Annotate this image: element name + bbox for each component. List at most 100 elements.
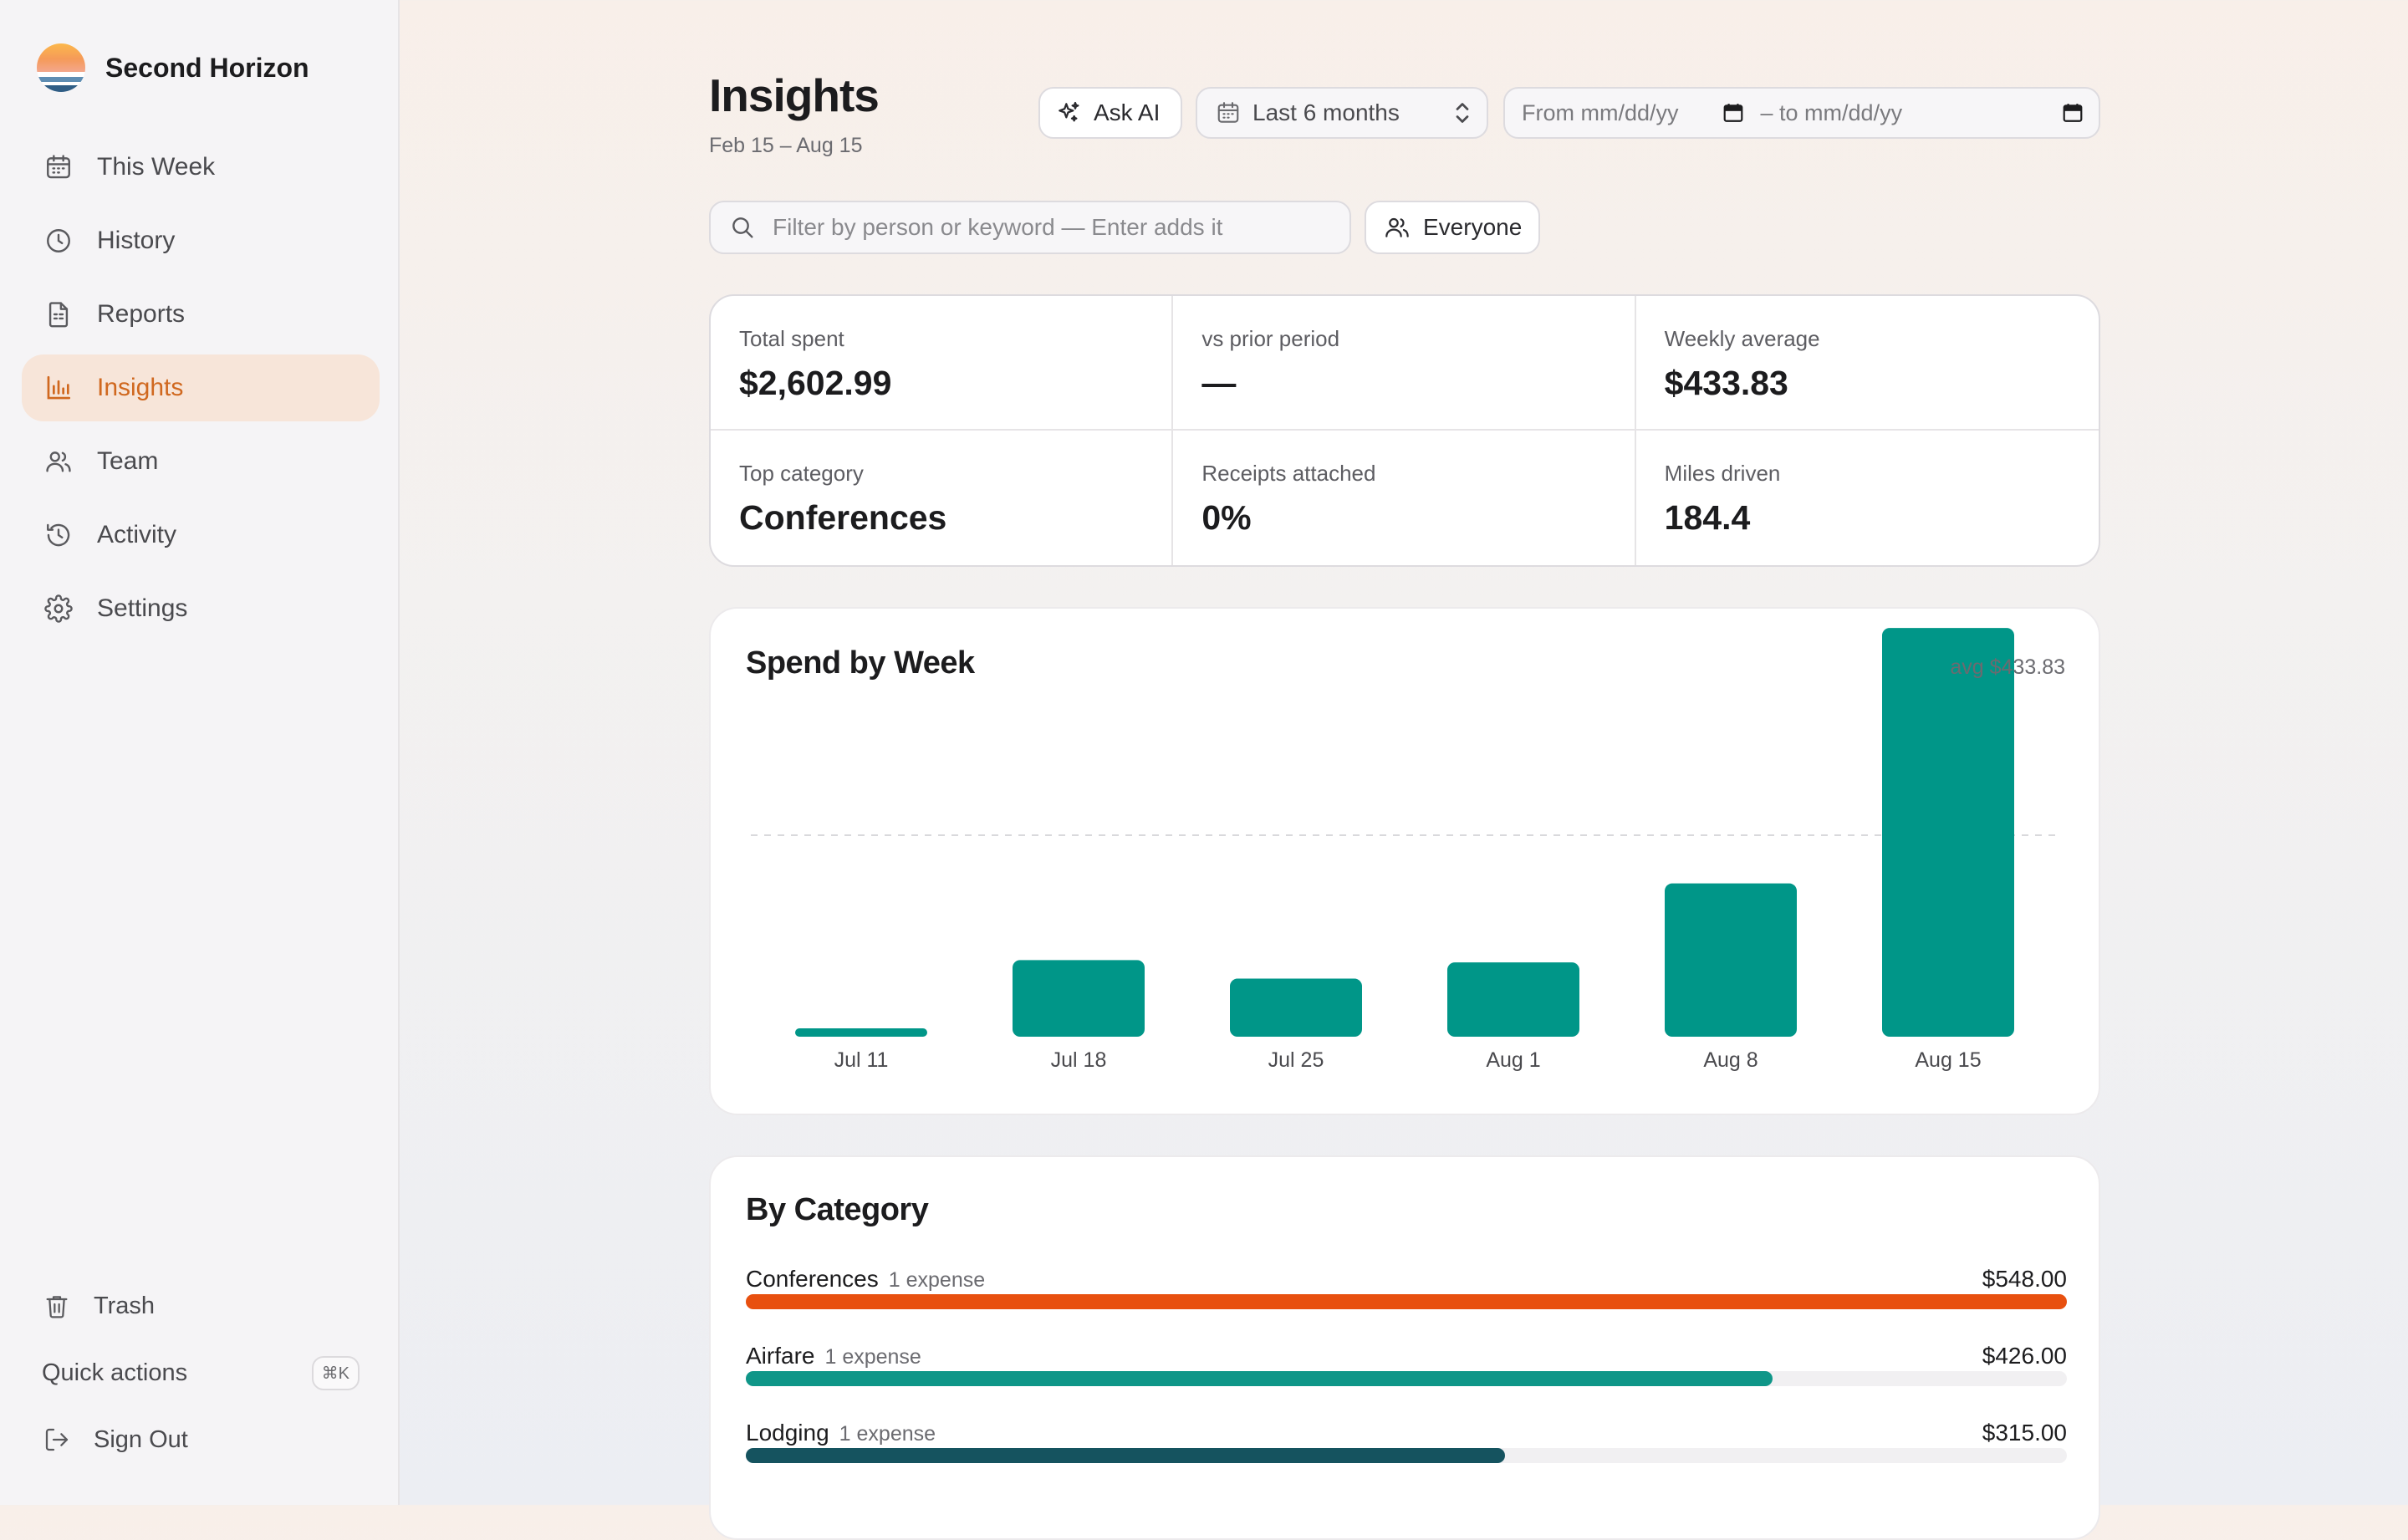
- category-bar-fill: [746, 1294, 2067, 1309]
- app-name: Second Horizon: [105, 52, 309, 83]
- stat-label: vs prior period: [1201, 326, 1340, 351]
- stat-value: $2,602.99: [739, 364, 892, 402]
- sidebar-item-settings[interactable]: Settings: [22, 575, 380, 642]
- category-row: Conferences 1 expense $548.00: [746, 1266, 2067, 1333]
- chart-bar[interactable]: [1230, 978, 1362, 1037]
- chart-bar[interactable]: [1882, 628, 2014, 1037]
- clock-icon: [42, 224, 75, 258]
- x-tick-label: Jul 11: [834, 1048, 889, 1072]
- people-filter-button[interactable]: Everyone: [1365, 201, 1540, 254]
- chart-bar[interactable]: [1013, 960, 1145, 1037]
- shortcut-badge: ⌘K: [311, 1355, 360, 1390]
- sign-out-label: Sign Out: [94, 1425, 188, 1453]
- history-icon: [42, 518, 75, 552]
- stat-value: 0%: [1201, 498, 1252, 537]
- sign-out-icon: [40, 1423, 74, 1456]
- gear-icon: [42, 592, 75, 625]
- sidebar-item-team[interactable]: Team: [22, 428, 380, 495]
- calendar-icon: [1216, 100, 1241, 125]
- sidebar-item-label: Team: [97, 447, 159, 475]
- chart-bar[interactable]: [795, 1028, 927, 1037]
- category-row: Airfare 1 expense $426.00: [746, 1343, 2067, 1410]
- to-calendar-icon[interactable]: [2062, 102, 2084, 124]
- sidebar-item-activity[interactable]: Activity: [22, 502, 380, 569]
- search-input[interactable]: [771, 213, 1309, 242]
- from-calendar-icon[interactable]: [1722, 102, 1744, 124]
- sign-out-button[interactable]: Sign Out: [22, 1406, 380, 1473]
- sidebar-item-history[interactable]: History: [22, 207, 380, 274]
- by-category-card: By Category Conferences 1 expense $548.00…: [709, 1155, 2100, 1540]
- sidebar-item-reports[interactable]: Reports: [22, 281, 380, 348]
- sidebar-item-this-week[interactable]: This Week: [22, 134, 380, 201]
- trash-icon: [40, 1289, 74, 1323]
- sidebar-item-insights[interactable]: Insights: [22, 354, 380, 421]
- ask-ai-button[interactable]: Ask AI: [1038, 87, 1182, 139]
- stat-label: Receipts attached: [1201, 461, 1376, 486]
- stat-miles: Miles driven 184.4: [1636, 431, 2099, 565]
- category-bar-track: [746, 1371, 2067, 1386]
- people-icon: [1383, 214, 1411, 241]
- card-title: Spend by Week: [746, 645, 975, 681]
- people-filter-label: Everyone: [1423, 214, 1523, 240]
- stat-label: Miles driven: [1664, 461, 1781, 486]
- sidebar-item-label: This Week: [97, 153, 216, 181]
- average-label: avg $433.83: [1950, 655, 2065, 679]
- card-title: By Category: [746, 1192, 929, 1227]
- brand[interactable]: Second Horizon: [37, 43, 309, 92]
- sidebar-item-label: History: [97, 227, 176, 254]
- category-bar-track: [746, 1448, 2067, 1463]
- stat-total-spent: Total spent $2,602.99: [711, 296, 1174, 431]
- app-logo-icon: [37, 43, 85, 92]
- x-tick-label: Aug 8: [1703, 1048, 1758, 1072]
- sidebar-item-label: Activity: [97, 521, 177, 548]
- sidebar-item-label: Insights: [97, 374, 184, 401]
- date-range-picker: From mm/dd/yy – to mm/dd/yy: [1503, 87, 2100, 139]
- period-value: Last 6 months: [1252, 99, 1400, 125]
- category-count: 1 expense: [839, 1422, 936, 1446]
- stat-value: $433.83: [1664, 364, 1788, 402]
- category-name: Airfare: [746, 1343, 815, 1369]
- quick-actions-button[interactable]: Quick actions ⌘K: [22, 1339, 380, 1406]
- stats-grid: Total spent $2,602.99 vs prior period — …: [709, 294, 2100, 567]
- category-amount: $315.00: [1982, 1420, 2067, 1446]
- chevron-up-down-icon: [1453, 100, 1472, 125]
- to-date-input[interactable]: – to mm/dd/yy: [1760, 99, 1903, 125]
- date-range-label: Feb 15 – Aug 15: [709, 134, 863, 157]
- stat-receipts: Receipts attached 0%: [1173, 431, 1636, 565]
- category-bar-track: [746, 1294, 2067, 1309]
- stat-weekly-average: Weekly average $433.83: [1635, 296, 2099, 431]
- chart-bar[interactable]: [1665, 883, 1797, 1037]
- period-select[interactable]: Last 6 months: [1196, 87, 1488, 139]
- category-bar-fill: [746, 1448, 1506, 1463]
- from-date-input[interactable]: From mm/dd/yy: [1522, 99, 1679, 125]
- category-name: Conferences: [746, 1266, 879, 1292]
- stat-top-category: Top category Conferences: [711, 431, 1174, 565]
- stat-label: Total spent: [739, 326, 844, 351]
- sparkle-icon: [1055, 99, 1082, 126]
- chart-bar[interactable]: [1447, 962, 1579, 1037]
- category-count: 1 expense: [888, 1268, 986, 1292]
- spend-by-week-chart: Jul 11 Jul 18 Jul 25 Aug 1 Aug 8 Aug 15: [751, 628, 2059, 1072]
- sidebar-item-label: Settings: [97, 594, 188, 622]
- category-count: 1 expense: [824, 1345, 921, 1369]
- category-name-wrap: Conferences 1 expense: [746, 1266, 985, 1293]
- trash-button[interactable]: Trash: [22, 1272, 380, 1339]
- category-amount: $426.00: [1982, 1343, 2067, 1369]
- category-row: Lodging 1 expense $315.00: [746, 1420, 2067, 1486]
- page-title: Insights: [709, 69, 880, 121]
- category-name: Lodging: [746, 1420, 829, 1446]
- category-name-wrap: Lodging 1 expense: [746, 1420, 936, 1446]
- stat-value: 184.4: [1664, 498, 1751, 537]
- stat-value: Conferences: [739, 498, 947, 537]
- sidebar-nav: This Week History Reports Insights Team: [22, 134, 380, 649]
- category-bar-fill: [746, 1371, 1773, 1386]
- category-name-wrap: Airfare 1 expense: [746, 1343, 921, 1369]
- sidebar-footer: Trash Quick actions ⌘K Sign Out: [22, 1272, 380, 1473]
- trash-label: Trash: [94, 1292, 156, 1319]
- category-amount: $548.00: [1982, 1266, 2067, 1292]
- search-field: [709, 201, 1351, 254]
- x-tick-label: Jul 18: [1051, 1048, 1107, 1072]
- sidebar-item-label: Reports: [97, 300, 186, 328]
- spend-by-week-card: Jul 11 Jul 18 Jul 25 Aug 1 Aug 8 Aug 15 Spend…: [709, 607, 2100, 1115]
- x-tick-label: Jul 25: [1268, 1048, 1324, 1072]
